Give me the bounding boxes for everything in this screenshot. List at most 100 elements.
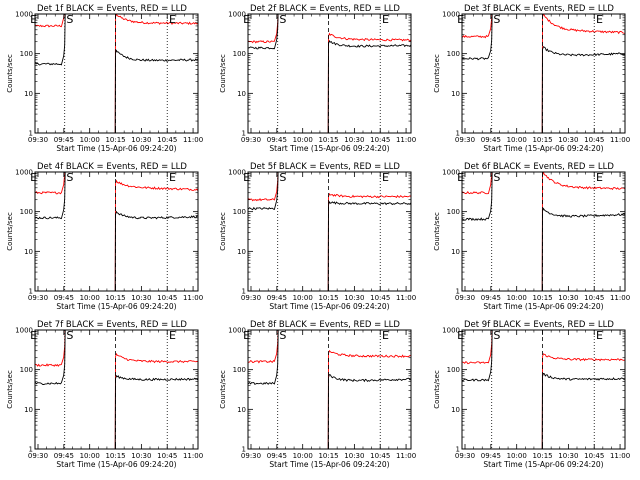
series-lld bbox=[462, 172, 625, 291]
x-tick-label: 10:45 bbox=[157, 452, 177, 460]
y-tick-label: 100 bbox=[20, 50, 33, 58]
x-tick-label: 10:00 bbox=[507, 294, 527, 302]
plot-title: Det 7f BLACK = Events, RED = LLD bbox=[37, 320, 187, 330]
series-events bbox=[248, 14, 411, 133]
x-tick-label: 09:45 bbox=[481, 294, 501, 302]
plot-title: Det 4f BLACK = Events, RED = LLD bbox=[37, 162, 187, 172]
x-tick-label: 10:00 bbox=[80, 136, 100, 144]
y-tick-label: 1 bbox=[29, 446, 33, 454]
x-tick-label: 10:00 bbox=[507, 136, 527, 144]
x-axis-label: Start Time (15-Apr-06 09:24:20) bbox=[483, 460, 603, 469]
y-tick-label: 1000 bbox=[442, 11, 460, 19]
y-tick-label: 100 bbox=[447, 50, 460, 58]
marker-label-e: E bbox=[382, 171, 389, 184]
y-axis-label: Counts/sec bbox=[433, 370, 441, 409]
x-tick-label: 09:45 bbox=[267, 452, 287, 460]
series-events bbox=[248, 172, 411, 291]
x-tick-label: 09:30 bbox=[455, 294, 475, 302]
marker-label-e: E bbox=[243, 13, 250, 26]
x-tick-label: 10:15 bbox=[532, 294, 552, 302]
y-tick-label: 1000 bbox=[228, 327, 246, 335]
y-tick-label: 1 bbox=[242, 130, 246, 138]
y-tick-label: 10 bbox=[451, 406, 460, 414]
y-axis-label: Counts/sec bbox=[6, 54, 14, 93]
y-tick-label: 1 bbox=[456, 446, 460, 454]
x-tick-label: 10:00 bbox=[293, 294, 313, 302]
plot-frame bbox=[247, 13, 412, 134]
x-tick-label: 10:15 bbox=[318, 136, 338, 144]
y-axis-label: Counts/sec bbox=[6, 370, 14, 409]
x-tick-label: 09:45 bbox=[54, 452, 74, 460]
x-tick-label: 11:00 bbox=[183, 294, 203, 302]
x-tick-label: 11:00 bbox=[396, 452, 416, 460]
x-tick-label: 10:30 bbox=[131, 294, 151, 302]
marker-label-e: E bbox=[596, 329, 603, 342]
plot-title: Det 2f BLACK = Events, RED = LLD bbox=[250, 4, 400, 14]
x-tick-label: 09:30 bbox=[28, 452, 48, 460]
x-tick-label: 10:30 bbox=[558, 294, 578, 302]
series-lld bbox=[462, 14, 625, 133]
marker-label-s: S bbox=[493, 171, 500, 184]
x-tick-label: 10:15 bbox=[532, 452, 552, 460]
y-tick-label: 100 bbox=[233, 366, 246, 374]
y-tick-label: 1000 bbox=[228, 11, 246, 19]
x-tick-label: 11:00 bbox=[610, 452, 630, 460]
marker-label-e: E bbox=[457, 329, 464, 342]
plot-frame bbox=[461, 171, 626, 292]
y-axis-label: Counts/sec bbox=[219, 370, 227, 409]
marker-label-s: S bbox=[279, 13, 286, 26]
x-tick-label: 10:45 bbox=[157, 136, 177, 144]
x-tick-label: 09:45 bbox=[481, 136, 501, 144]
series-events bbox=[462, 172, 625, 291]
series-lld bbox=[35, 14, 198, 133]
x-axis-label: Start Time (15-Apr-06 09:24:20) bbox=[56, 460, 176, 469]
x-tick-label: 09:30 bbox=[455, 136, 475, 144]
x-tick-label: 10:30 bbox=[131, 136, 151, 144]
x-axis-label: Start Time (15-Apr-06 09:24:20) bbox=[269, 144, 389, 153]
plot-frame bbox=[461, 329, 626, 450]
marker-label-e: E bbox=[30, 13, 37, 26]
x-tick-label: 10:15 bbox=[105, 136, 125, 144]
plot-frame bbox=[247, 329, 412, 450]
x-tick-label: 10:00 bbox=[293, 136, 313, 144]
marker-label-e: E bbox=[457, 171, 464, 184]
x-tick-label: 09:30 bbox=[241, 136, 261, 144]
x-tick-label: 10:15 bbox=[318, 452, 338, 460]
x-tick-label: 10:15 bbox=[532, 136, 552, 144]
x-tick-label: 10:45 bbox=[584, 136, 604, 144]
series-events bbox=[248, 330, 411, 449]
series-lld bbox=[35, 172, 198, 291]
marker-label-s: S bbox=[493, 329, 500, 342]
marker-label-e: E bbox=[596, 171, 603, 184]
y-axis-label: Counts/sec bbox=[433, 54, 441, 93]
x-tick-label: 09:45 bbox=[54, 136, 74, 144]
x-axis-label: Start Time (15-Apr-06 09:24:20) bbox=[56, 302, 176, 311]
y-axis-label: Counts/sec bbox=[433, 212, 441, 251]
x-tick-label: 09:30 bbox=[28, 294, 48, 302]
plot-title: Det 6f BLACK = Events, RED = LLD bbox=[464, 162, 614, 172]
plot-frame bbox=[461, 13, 626, 134]
x-tick-label: 10:30 bbox=[344, 136, 364, 144]
x-tick-label: 09:30 bbox=[28, 136, 48, 144]
y-axis-label: Counts/sec bbox=[219, 212, 227, 251]
plot-frame bbox=[34, 13, 199, 134]
marker-label-e: E bbox=[169, 171, 176, 184]
series-events bbox=[35, 330, 198, 449]
x-tick-label: 09:30 bbox=[455, 452, 475, 460]
marker-label-e: E bbox=[457, 13, 464, 26]
y-tick-label: 1 bbox=[456, 288, 460, 296]
marker-label-e: E bbox=[382, 329, 389, 342]
x-tick-label: 10:00 bbox=[80, 452, 100, 460]
y-tick-label: 100 bbox=[233, 208, 246, 216]
plot-title: Det 9f BLACK = Events, RED = LLD bbox=[464, 320, 614, 330]
y-tick-label: 100 bbox=[233, 50, 246, 58]
y-tick-label: 100 bbox=[447, 366, 460, 374]
y-tick-label: 10 bbox=[24, 90, 33, 98]
y-tick-label: 1000 bbox=[228, 169, 246, 177]
